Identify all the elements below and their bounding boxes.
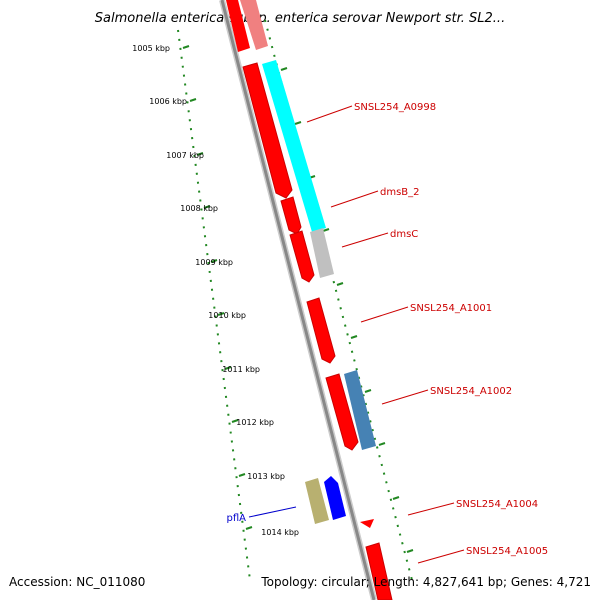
kbp-label-1009: 1009 kbp [195, 258, 233, 267]
leader-lines [248, 105, 465, 564]
kbp-label-1012: 1012 kbp [236, 418, 274, 427]
gene-SNSL254_A1002[interactable] [325, 373, 359, 451]
inner-scale-line [264, 19, 413, 581]
label-dmsC[interactable]: dmsC [390, 229, 418, 240]
genome-summary-text: Topology: circular; Length: 4,827,641 bp… [260, 575, 591, 589]
gene-SNSL254_A0998[interactable] [242, 62, 293, 199]
gene-dmsB_2[interactable] [280, 196, 302, 235]
inner-ticks [280, 67, 414, 553]
label-SNSL254_A1001[interactable]: SNSL254_A1001 [410, 303, 492, 314]
kbp-label-1011: 1011 kbp [222, 365, 260, 374]
label-pflA[interactable]: pflA [227, 513, 247, 524]
gene-dmsC[interactable] [289, 230, 315, 283]
gene-top-red[interactable] [226, 0, 250, 52]
kbp-label-1007: 1007 kbp [166, 151, 204, 160]
label-dmsB_2[interactable]: dmsB_2 [380, 187, 420, 198]
gene-SNSL254_A1005[interactable] [365, 542, 393, 600]
gene-olive-feature[interactable] [305, 478, 329, 524]
gene-grey-feature[interactable] [310, 228, 334, 278]
accession-text: Accession: NC_011080 [9, 575, 145, 589]
label-SNSL254_A1004[interactable]: SNSL254_A1004 [456, 499, 538, 510]
gene-cyan-feature[interactable] [262, 60, 326, 232]
outer-scale-line [177, 29, 251, 581]
kbp-label-1010: 1010 kbp [208, 311, 246, 320]
kbp-label-1014: 1014 kbp [261, 528, 299, 537]
gene-SNSL254_A1001[interactable] [306, 297, 336, 364]
gene-features [226, 0, 393, 600]
gene-SNSL254_A1004[interactable] [360, 519, 374, 528]
gene-steelblue-feature[interactable] [344, 370, 376, 450]
backbone-line [220, 0, 376, 600]
kbp-label-1008: 1008 kbp [180, 204, 218, 213]
label-SNSL254_A0998[interactable]: SNSL254_A0998 [354, 102, 436, 113]
kbp-label-1006: 1006 kbp [149, 97, 187, 106]
map-title: Salmonella enterica subsp. enterica sero… [95, 11, 505, 26]
label-SNSL254_A1002[interactable]: SNSL254_A1002 [430, 386, 512, 397]
outer-ticks [182, 45, 253, 530]
kbp-label-1013: 1013 kbp [247, 472, 285, 481]
gene-top-pink[interactable] [240, 0, 268, 50]
gene-pflA[interactable] [324, 476, 346, 520]
label-SNSL254_A1005[interactable]: SNSL254_A1005 [466, 546, 548, 557]
kbp-label-1005: 1005 kbp [132, 44, 170, 53]
